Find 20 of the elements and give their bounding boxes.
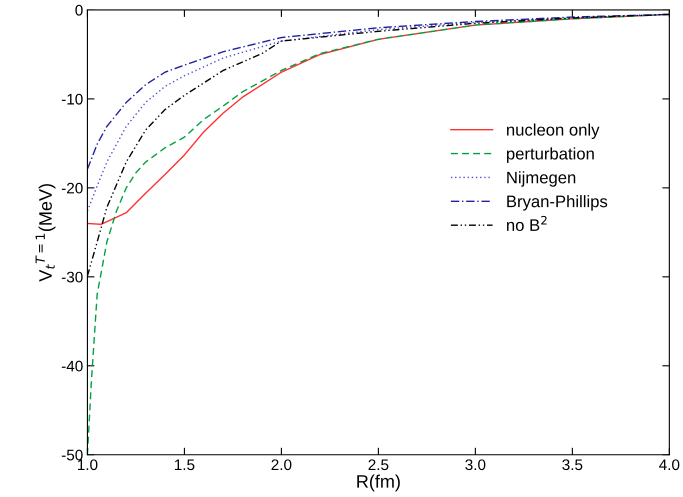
x-tick-label: 3.0 — [465, 459, 486, 470]
legend-label: Nijmegen — [507, 171, 576, 187]
y-tick-label: -30 — [62, 272, 83, 283]
legend-label: no B$^{2}$ — [507, 216, 547, 232]
x-tick-label: 1.0 — [78, 459, 98, 470]
y-tick-label: -20 — [62, 182, 83, 194]
x-tick-label: 4.0 — [659, 459, 680, 470]
legend-label: nucleon only — [507, 123, 600, 139]
y-tick-label: 0 — [75, 4, 83, 16]
x-tick-label: 2.5 — [368, 459, 388, 470]
x-tick-label: 1.5 — [174, 459, 194, 470]
legend-label: Bryan-Phillips — [507, 195, 608, 211]
x-tick-label: 3.5 — [562, 459, 582, 470]
legend-label: perturbation — [506, 147, 594, 163]
y-axis-title: V$_{t}$$^{T=1}$(MeV) — [36, 184, 56, 282]
y-tick-label: -10 — [62, 94, 83, 105]
x-tick-label: 2.0 — [272, 459, 292, 470]
y-tick-label: -40 — [62, 360, 83, 372]
x-axis-title: R(fm) — [357, 474, 400, 492]
y-tick-label: -50 — [62, 450, 83, 460]
